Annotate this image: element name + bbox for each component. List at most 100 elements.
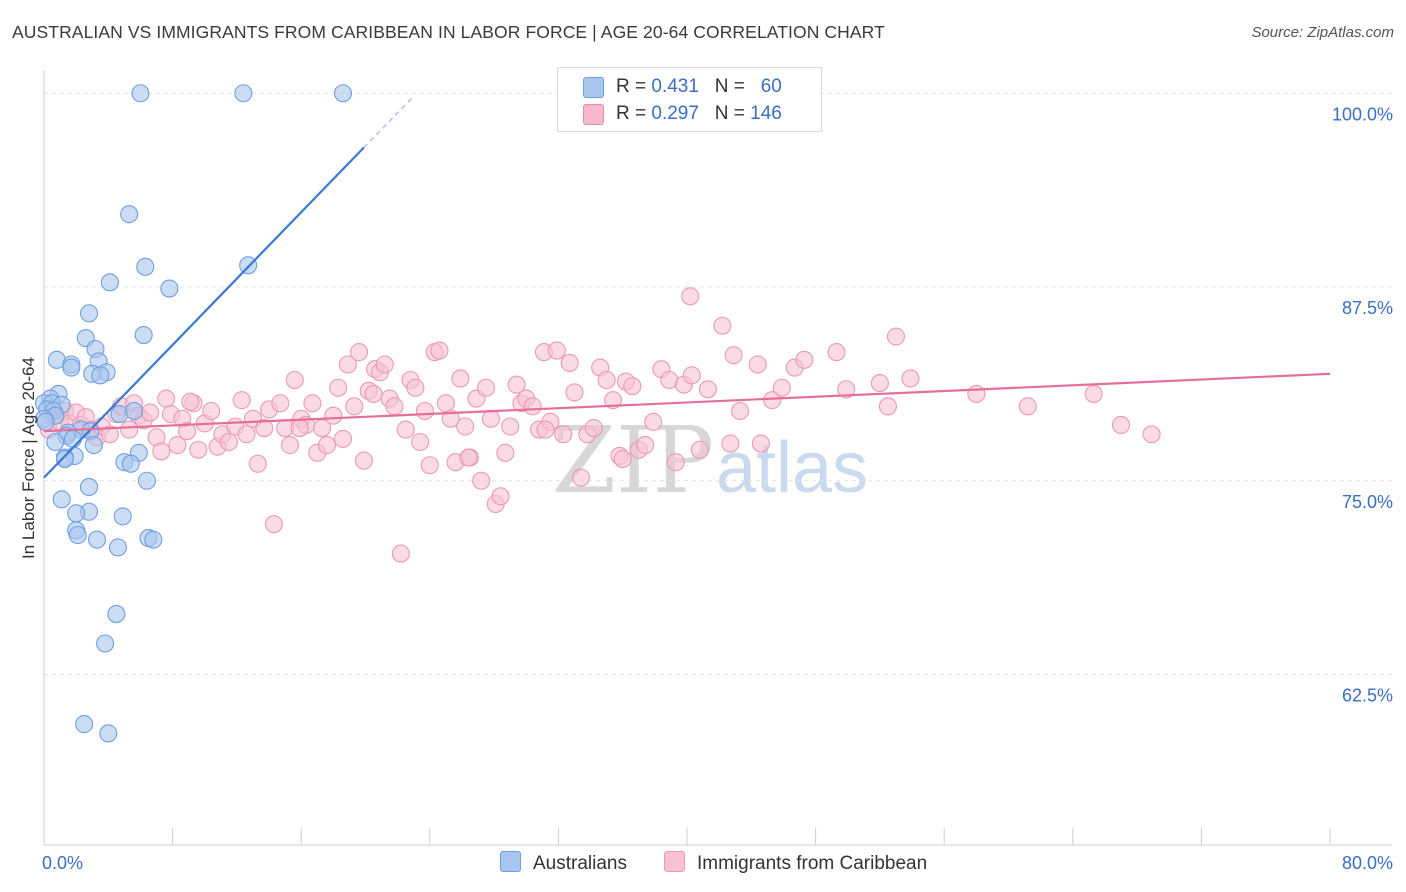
australian-point: [99, 724, 118, 743]
caribbean-point: [141, 403, 160, 422]
caribbean-point: [690, 440, 709, 459]
stats-legend: R = 0.431 N = 60 R = 0.297 N = 146: [557, 67, 822, 132]
caribbean-point: [1018, 397, 1037, 416]
australian-point: [124, 401, 144, 421]
caribbean-points: [39, 287, 1161, 563]
x-tick-label: 80.0%: [1342, 853, 1393, 873]
legend-r-value: 0.297: [651, 103, 699, 124]
australians-trendline: [43, 146, 365, 479]
caribbean-point: [459, 448, 478, 467]
caribbean-point: [290, 418, 309, 438]
caribbean-point: [827, 343, 846, 362]
caribbean-point: [837, 380, 856, 399]
caribbean-point: [560, 353, 579, 373]
caribbean-point: [406, 378, 425, 397]
australian-point: [100, 273, 119, 292]
caribbean-point: [219, 432, 238, 452]
caribbean-point: [886, 327, 906, 346]
caribbean-point: [1084, 384, 1103, 404]
caribbean-point: [682, 366, 701, 385]
australian-point: [136, 257, 155, 276]
caribbean-point: [152, 442, 171, 461]
legend-item-australians[interactable]: Australians: [500, 851, 627, 875]
caribbean-point: [604, 391, 623, 410]
caribbean-point: [303, 394, 322, 413]
caribbean-point: [350, 343, 369, 362]
caribbean-point: [396, 420, 415, 439]
caribbean-point: [536, 420, 555, 439]
caribbean-point: [255, 418, 274, 438]
australian-point: [96, 634, 115, 653]
australian-point: [160, 279, 179, 298]
caribbean-point: [597, 370, 616, 390]
australian-point: [91, 366, 110, 385]
australian-point: [108, 538, 127, 557]
y-tick-label: 75.0%: [1342, 492, 1393, 512]
caribbean-point: [329, 378, 348, 397]
caribbean-point: [523, 397, 542, 416]
grid-lines: [44, 92, 1392, 675]
caribbean-point: [613, 449, 632, 469]
caribbean-point: [375, 355, 394, 374]
australians-trendline-extension: [363, 95, 415, 149]
caribbean-point: [420, 456, 439, 475]
caribbean-point: [967, 384, 986, 404]
australian-point: [113, 507, 132, 526]
australian-point: [55, 449, 74, 469]
caribbean-point: [415, 401, 435, 421]
caribbean-point: [324, 406, 343, 425]
legend-n-value: 146: [750, 103, 782, 124]
legend-r-label: R =: [616, 76, 647, 97]
x-tick-label: 0.0%: [42, 853, 83, 873]
caribbean-point: [178, 422, 197, 441]
caribbean-point: [681, 287, 700, 306]
watermark-zip: ZIP: [552, 407, 714, 514]
caribbean-point: [730, 401, 750, 421]
caribbean-point: [157, 389, 176, 408]
australian-point: [121, 454, 140, 473]
caribbean-point: [584, 418, 603, 438]
australian-point: [120, 205, 139, 224]
australians-swatch: [500, 851, 521, 872]
legend-item-caribbean[interactable]: Immigrants from Caribbean: [664, 851, 927, 875]
caribbean-point: [565, 383, 584, 402]
australian-point: [234, 84, 253, 103]
caribbean-point: [724, 346, 743, 365]
axes: [43, 70, 1392, 846]
caribbean-point: [441, 409, 460, 428]
legend-r-value: 0.431: [651, 76, 699, 97]
y-tick-label: 100.0%: [1332, 104, 1393, 124]
y-tick-label: 62.5%: [1342, 686, 1393, 706]
caribbean-point: [507, 375, 526, 394]
caribbean-point: [202, 401, 221, 421]
caribbean-point: [436, 394, 455, 413]
source-credit: Source: ZipAtlas.com: [1251, 24, 1394, 41]
caribbean-point: [237, 425, 256, 444]
caribbean-point: [623, 377, 642, 396]
caribbean-point: [338, 355, 357, 374]
australian-point: [84, 436, 103, 455]
australian-point: [137, 471, 156, 490]
caribbean-point: [456, 417, 475, 436]
caribbean-point: [385, 397, 404, 416]
legend-n-value: 60: [760, 76, 782, 97]
caribbean-point: [248, 454, 267, 473]
australian-point: [52, 490, 71, 509]
series-legend: Australians Immigrants from Caribbean: [0, 851, 1406, 877]
caribbean-point: [698, 380, 717, 399]
caribbean-point: [451, 369, 470, 388]
caribbean-point: [554, 425, 573, 444]
australians-label: Australians: [533, 853, 627, 874]
caribbean-point: [870, 374, 889, 393]
caribbean-point: [391, 544, 410, 563]
caribbean-point: [264, 515, 283, 534]
caribbean-point: [430, 341, 449, 360]
australian-point: [144, 530, 163, 549]
caribbean-point: [772, 378, 791, 397]
australian-points: [34, 84, 353, 743]
caribbean-point: [354, 451, 373, 470]
caribbean-point: [901, 369, 920, 388]
caribbean-point: [481, 409, 500, 428]
trendlines: [43, 95, 1331, 479]
caribbean-point: [751, 434, 770, 453]
